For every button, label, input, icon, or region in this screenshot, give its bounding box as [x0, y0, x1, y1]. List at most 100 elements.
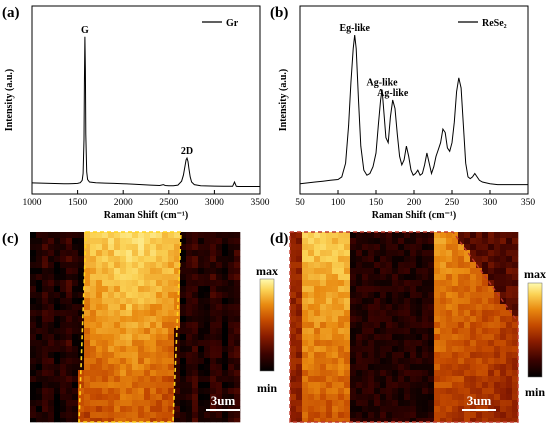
- panel-d-map-pixel: [404, 316, 411, 323]
- panel-c-map-pixel: [192, 400, 199, 407]
- panel-c-map-pixel: [36, 334, 43, 341]
- panel-d-map-pixel: [494, 232, 501, 239]
- panel-c-map-pixel: [120, 268, 127, 275]
- panel-d-map-pixel: [308, 388, 315, 395]
- panel-d-map-pixel: [326, 388, 333, 395]
- panel-d-map-pixel: [416, 262, 423, 269]
- panel-c-map-pixel: [30, 400, 37, 407]
- panel-d-map-pixel: [500, 412, 507, 419]
- panel-c-map-pixel: [204, 244, 211, 251]
- panel-d-map-pixel: [458, 304, 465, 311]
- panel-d-map-pixel: [404, 340, 411, 347]
- panel-d-map-pixel: [344, 358, 351, 365]
- panel-c-map-pixel: [156, 376, 163, 383]
- panel-d-map-pixel: [326, 352, 333, 359]
- panel-c-map-pixel: [96, 310, 103, 317]
- panel-c-map-pixel: [186, 370, 193, 377]
- panel-d-map-pixel: [398, 310, 405, 317]
- panel-d-map-pixel: [302, 388, 309, 395]
- panel-c-map-pixel: [162, 280, 169, 287]
- panel-d-map-pixel: [374, 346, 381, 353]
- panel-c-map-pixel: [126, 412, 133, 419]
- panel-c-map-pixel: [132, 310, 139, 317]
- panel-c-map-pixel: [204, 340, 211, 347]
- panel-d-map-pixel: [344, 370, 351, 377]
- panel-c-map-pixel: [216, 268, 223, 275]
- panel-d-map-pixel: [380, 304, 387, 311]
- panel-c-map-pixel: [222, 400, 229, 407]
- panel-d-map-pixel: [404, 376, 411, 383]
- panel-c-map-pixel: [96, 292, 103, 299]
- panel-d-map-pixel: [512, 238, 519, 245]
- panel-d-map-pixel: [374, 328, 381, 335]
- panel-d-map-pixel: [326, 310, 333, 317]
- panel-d-map-pixel: [350, 304, 357, 311]
- panel-d-map-pixel: [458, 376, 465, 383]
- panel-d-map-pixel: [446, 412, 453, 419]
- panel-d-map-pixel: [488, 292, 495, 299]
- panel-c-map-pixel: [120, 262, 127, 269]
- panel-d-map-pixel: [338, 238, 345, 245]
- panel-d-map-pixel: [308, 232, 315, 239]
- panel-d-map-pixel: [512, 256, 519, 263]
- panel-d-map-pixel: [452, 286, 459, 293]
- panel-c-map-pixel: [126, 280, 133, 287]
- panel-c-map-pixel: [168, 316, 175, 323]
- panel-c-map-pixel: [234, 352, 241, 359]
- panel-c-map-pixel: [180, 352, 187, 359]
- panel-d-map-pixel: [356, 328, 363, 335]
- panel-d-map-pixel: [410, 232, 417, 239]
- panel-c-map-pixel: [150, 268, 157, 275]
- panel-d-map-pixel: [494, 334, 501, 341]
- panel-c-map-pixel: [96, 382, 103, 389]
- panel-d-map-pixel: [458, 310, 465, 317]
- panel-c-map-pixel: [168, 322, 175, 329]
- panel-c-label: (c): [2, 231, 19, 247]
- panel-d-map-pixel: [386, 322, 393, 329]
- panel-d-map-pixel: [410, 244, 417, 251]
- panel-d-map-pixel: [332, 298, 339, 305]
- panel-d-map-pixel: [362, 370, 369, 377]
- panel-d-map-pixel: [290, 280, 297, 287]
- panel-c-map-pixel: [138, 316, 145, 323]
- panel-d-map-pixel: [344, 394, 351, 401]
- panel-c-map-pixel: [210, 304, 217, 311]
- panel-d-map-pixel: [512, 304, 519, 311]
- panel-c-map-pixel: [42, 286, 49, 293]
- panel-c-map-pixel: [96, 322, 103, 329]
- panel-d-map-pixel: [308, 394, 315, 401]
- panel-d-map-pixel: [470, 292, 477, 299]
- panel-d-map-pixel: [428, 352, 435, 359]
- panel-c-map-pixel: [78, 388, 85, 395]
- panel-d-map-pixel: [350, 364, 357, 371]
- panel-d-map-pixel: [320, 358, 327, 365]
- panel-d-map-pixel: [362, 334, 369, 341]
- panel-c-map-pixel: [228, 382, 235, 389]
- panel-d-map-pixel: [356, 310, 363, 317]
- panel-d-map-pixel: [434, 340, 441, 347]
- panel-d-map-pixel: [326, 370, 333, 377]
- panel-d-map-pixel: [368, 406, 375, 413]
- panel-c-map-pixel: [72, 280, 79, 287]
- panel-c-map-pixel: [48, 244, 55, 251]
- panel-c-map-pixel: [126, 232, 133, 239]
- panel-c-map-pixel: [180, 370, 187, 377]
- panel-d-map-pixel: [440, 274, 447, 281]
- panel-d-map-pixel: [302, 334, 309, 341]
- panel-d-map-pixel: [470, 280, 477, 287]
- panel-c-map-pixel: [168, 358, 175, 365]
- panel-d-map-pixel: [296, 238, 303, 245]
- panel-c-map-pixel: [66, 400, 73, 407]
- panel-c-map-pixel: [54, 280, 61, 287]
- panel-c-map-pixel: [90, 292, 97, 299]
- panel-c-map-pixel: [126, 346, 133, 353]
- panel-d-map-pixel: [428, 304, 435, 311]
- panel-a-plot-frame: [31, 5, 261, 195]
- panel-c-map-pixel: [156, 268, 163, 275]
- panel-c-map-pixel: [144, 256, 151, 263]
- panel-c-map-pixel: [144, 238, 151, 245]
- panel-a-x-ticks: 1000 1500 2000 2500 3000 3500: [23, 190, 270, 208]
- panel-c-map-pixel: [120, 346, 127, 353]
- panel-d-map-pixel: [494, 394, 501, 401]
- panel-d-map-pixel: [380, 232, 387, 239]
